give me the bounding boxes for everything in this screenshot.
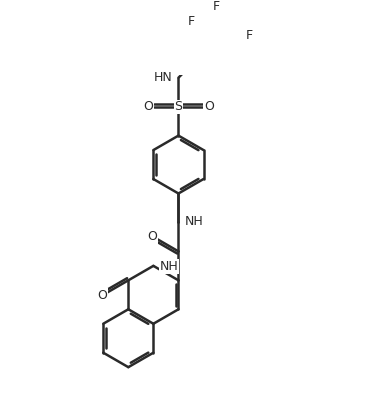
Text: S: S [174,100,182,113]
Text: O: O [148,230,157,243]
Text: O: O [98,289,108,302]
Text: NH: NH [185,215,204,228]
Text: F: F [213,0,220,13]
Text: F: F [246,29,253,42]
Text: O: O [204,100,214,113]
Text: NH: NH [160,260,179,273]
Text: O: O [143,100,153,113]
Text: F: F [188,15,195,28]
Text: HN: HN [153,71,172,84]
